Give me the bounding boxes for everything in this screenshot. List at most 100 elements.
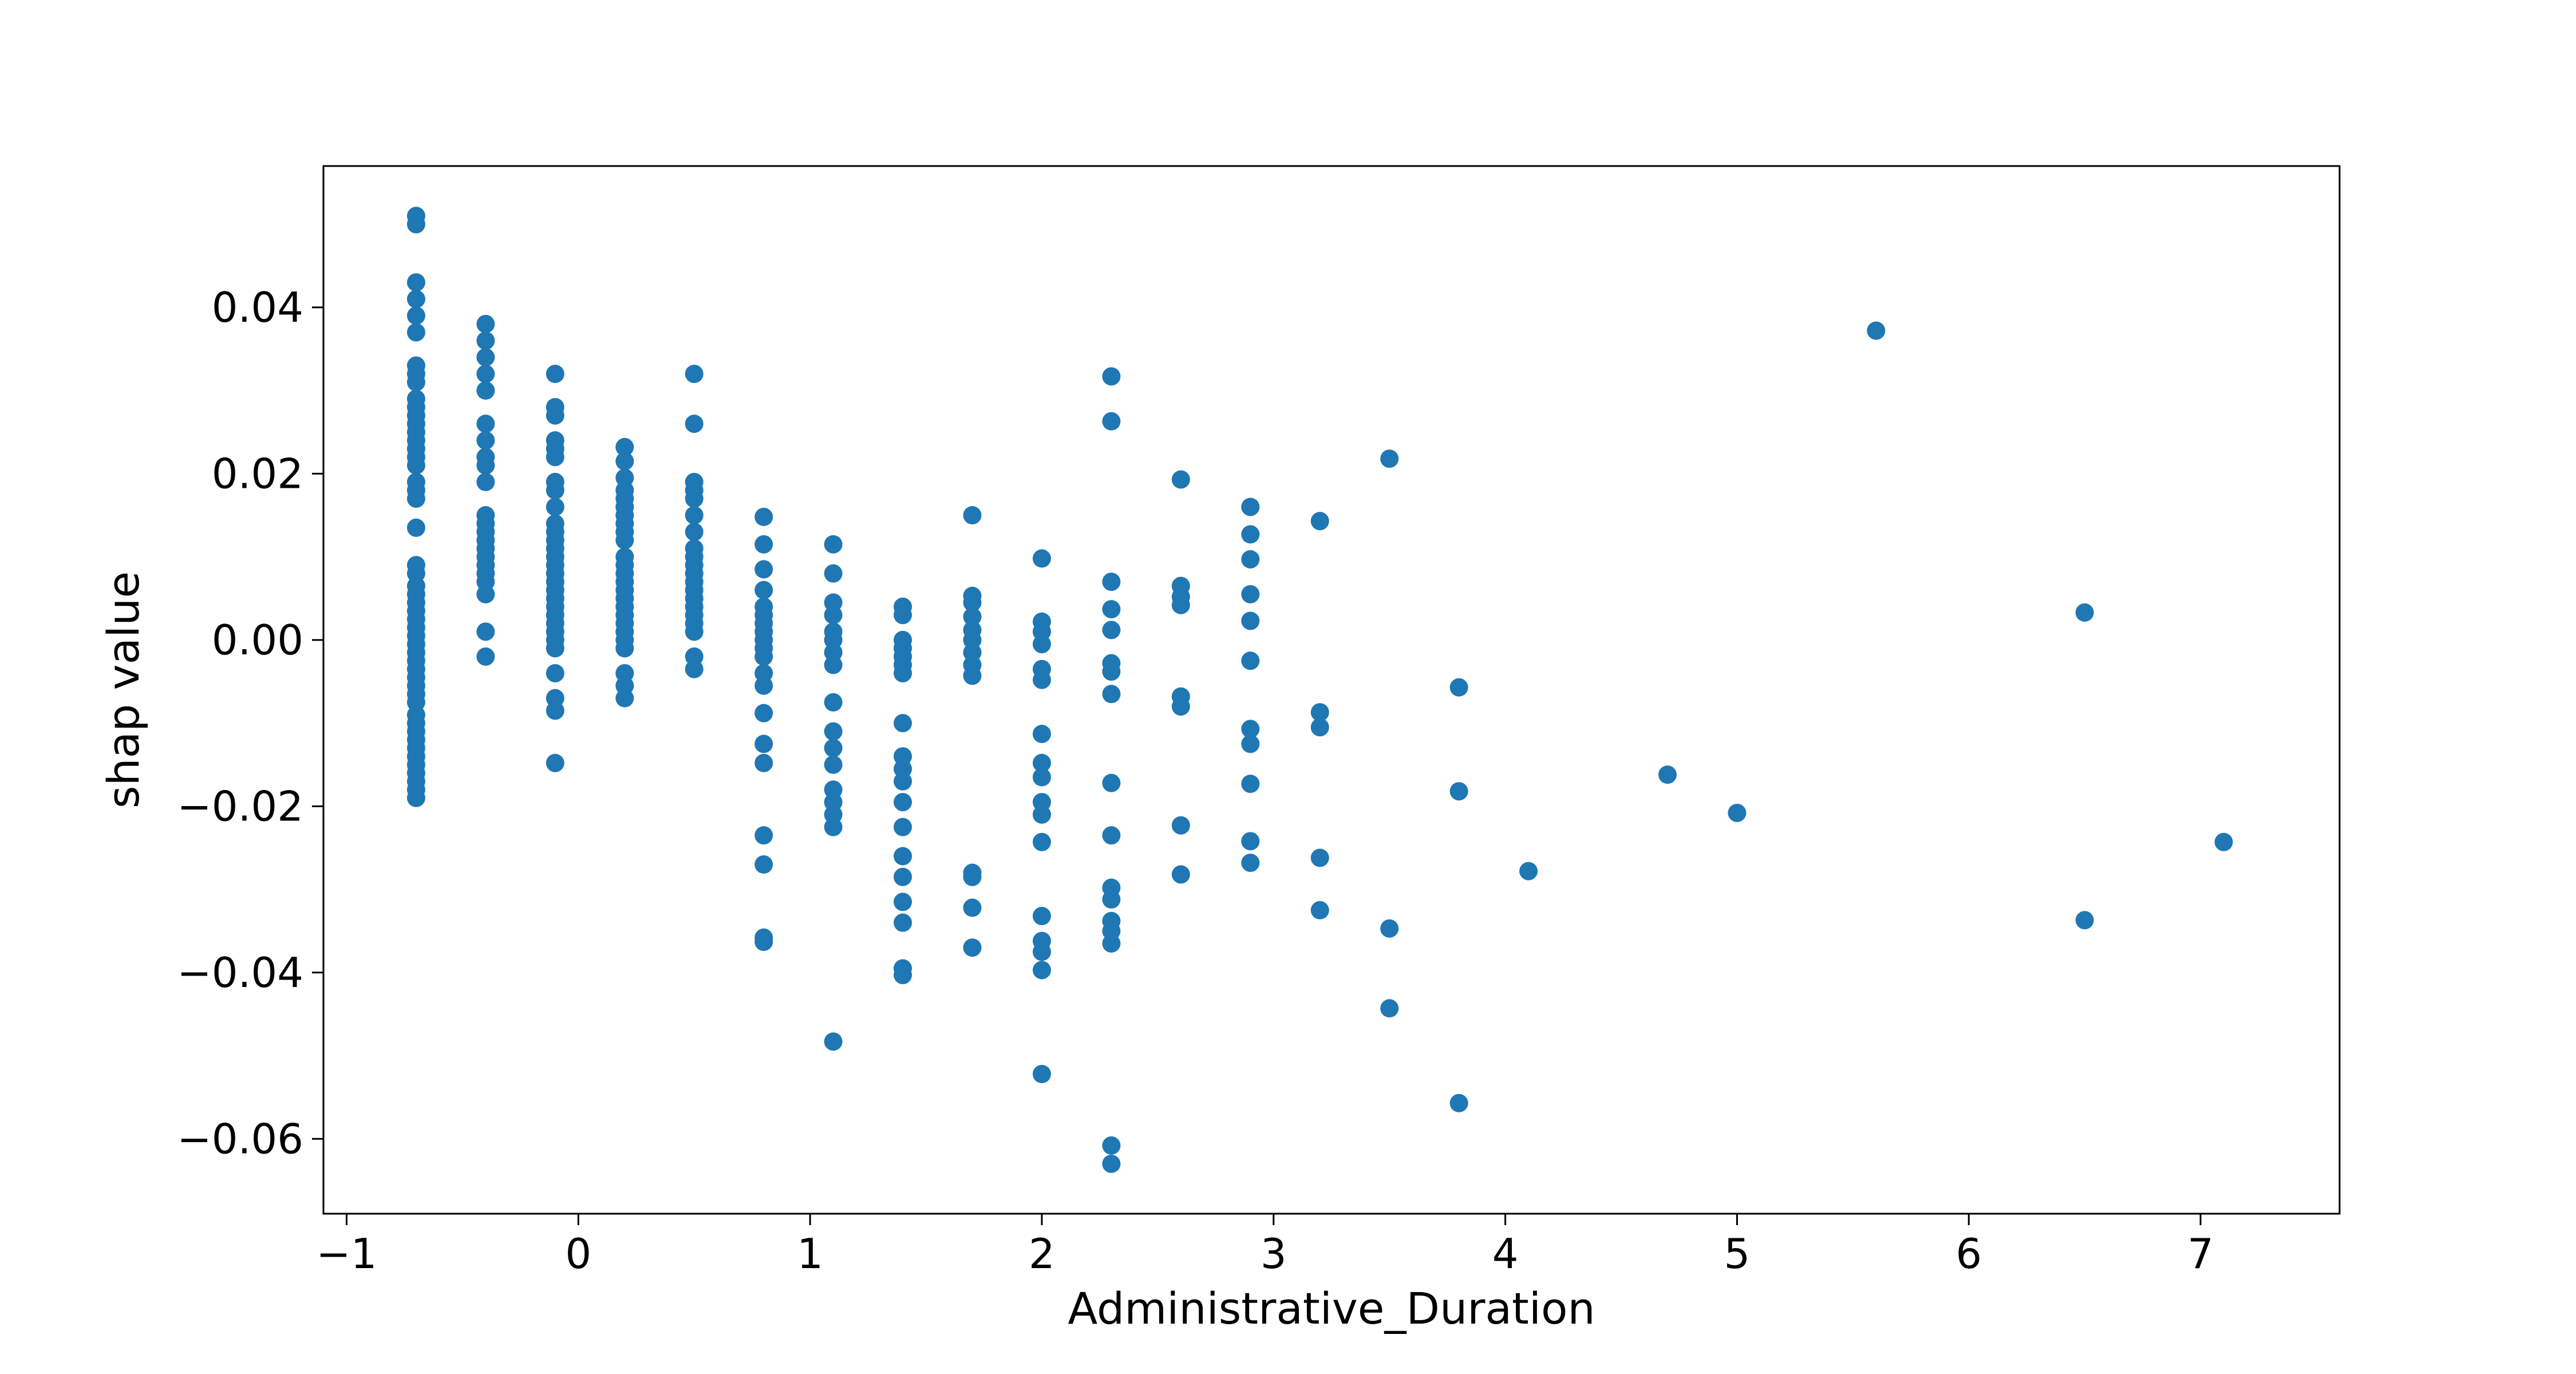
data-point	[476, 456, 495, 475]
data-point	[963, 506, 982, 524]
data-point	[1519, 862, 1538, 881]
data-point	[963, 593, 982, 612]
data-point	[1102, 600, 1121, 619]
data-point	[1241, 498, 1260, 516]
data-point	[1449, 1093, 1468, 1112]
data-point	[2214, 832, 2233, 851]
data-point	[894, 793, 912, 812]
data-point	[754, 826, 773, 845]
data-point	[476, 431, 495, 450]
data-point	[1102, 572, 1121, 591]
data-point	[824, 656, 843, 674]
data-point	[1728, 803, 1747, 822]
data-point	[685, 660, 704, 678]
data-point	[1310, 718, 1329, 737]
data-point	[894, 714, 912, 733]
data-point	[1310, 901, 1329, 919]
data-point	[1241, 854, 1260, 872]
data-point	[754, 535, 773, 554]
x-tick-label: 2	[1029, 1230, 1055, 1278]
data-point	[476, 622, 495, 641]
data-point	[824, 722, 843, 741]
x-tick-label: 3	[1261, 1230, 1287, 1278]
data-point	[1032, 805, 1051, 824]
data-point	[1171, 697, 1190, 716]
data-point	[894, 847, 912, 866]
data-point	[963, 867, 982, 886]
data-point	[546, 701, 564, 720]
data-point	[754, 507, 773, 526]
data-point	[1102, 621, 1121, 639]
data-point	[894, 867, 912, 886]
data-point	[824, 1032, 843, 1051]
plot-frame	[322, 165, 2341, 1215]
data-point	[406, 456, 425, 475]
data-point	[476, 585, 495, 603]
data-point	[1241, 652, 1260, 670]
y-tick-label: −0.04	[177, 949, 303, 997]
data-point	[1380, 919, 1399, 938]
data-point	[1171, 595, 1190, 614]
data-point	[1032, 724, 1051, 743]
data-point	[1102, 685, 1121, 704]
data-point	[824, 818, 843, 836]
data-point	[476, 647, 495, 666]
data-point	[824, 755, 843, 774]
data-point	[546, 406, 564, 425]
y-tick-label: 0.00	[212, 616, 303, 664]
data-point	[546, 365, 564, 384]
data-point	[1032, 635, 1051, 654]
data-point	[1032, 961, 1051, 980]
data-point	[754, 560, 773, 579]
data-point	[1171, 470, 1190, 489]
data-point	[894, 893, 912, 911]
data-point	[754, 647, 773, 666]
x-tick-label: 1	[797, 1230, 823, 1278]
data-point	[894, 966, 912, 985]
data-point	[894, 913, 912, 932]
data-point	[615, 452, 634, 471]
data-point	[824, 564, 843, 583]
data-point	[1032, 942, 1051, 961]
data-point	[685, 622, 704, 641]
data-point	[685, 489, 704, 508]
data-point	[1102, 890, 1121, 909]
y-tick-label: −0.02	[177, 782, 303, 830]
y-axis-label: shap value	[98, 571, 149, 808]
x-tick-label: 6	[1955, 1230, 1982, 1278]
data-point	[1241, 585, 1260, 603]
data-point	[685, 523, 704, 542]
data-point	[476, 472, 495, 491]
data-point	[615, 531, 634, 550]
data-point	[1032, 832, 1051, 851]
data-point	[1449, 782, 1468, 801]
data-point	[963, 898, 982, 917]
data-point	[615, 689, 634, 708]
data-point	[1032, 670, 1051, 689]
data-point	[1032, 907, 1051, 926]
data-point	[406, 215, 425, 234]
data-point	[1241, 550, 1260, 568]
data-point	[1032, 1065, 1051, 1083]
data-point	[546, 664, 564, 682]
data-point	[1310, 512, 1329, 531]
y-tick-label: 0.04	[212, 283, 303, 331]
data-point	[406, 306, 425, 325]
x-axis: −1 0 1 2 3 4 5 6 7	[316, 1214, 2214, 1278]
data-point	[1867, 321, 1886, 340]
data-point	[894, 606, 912, 625]
data-point	[754, 735, 773, 753]
data-point	[894, 818, 912, 836]
data-point	[406, 518, 425, 537]
data-point	[1102, 412, 1121, 431]
y-tick-label: −0.06	[177, 1115, 303, 1163]
data-point	[476, 331, 495, 350]
data-point	[546, 753, 564, 772]
data-point	[546, 481, 564, 500]
data-point	[1241, 720, 1260, 739]
x-tick-label: 5	[1724, 1230, 1751, 1278]
data-point	[406, 323, 425, 342]
data-point	[406, 290, 425, 309]
data-point	[1658, 765, 1677, 784]
data-point	[476, 381, 495, 400]
